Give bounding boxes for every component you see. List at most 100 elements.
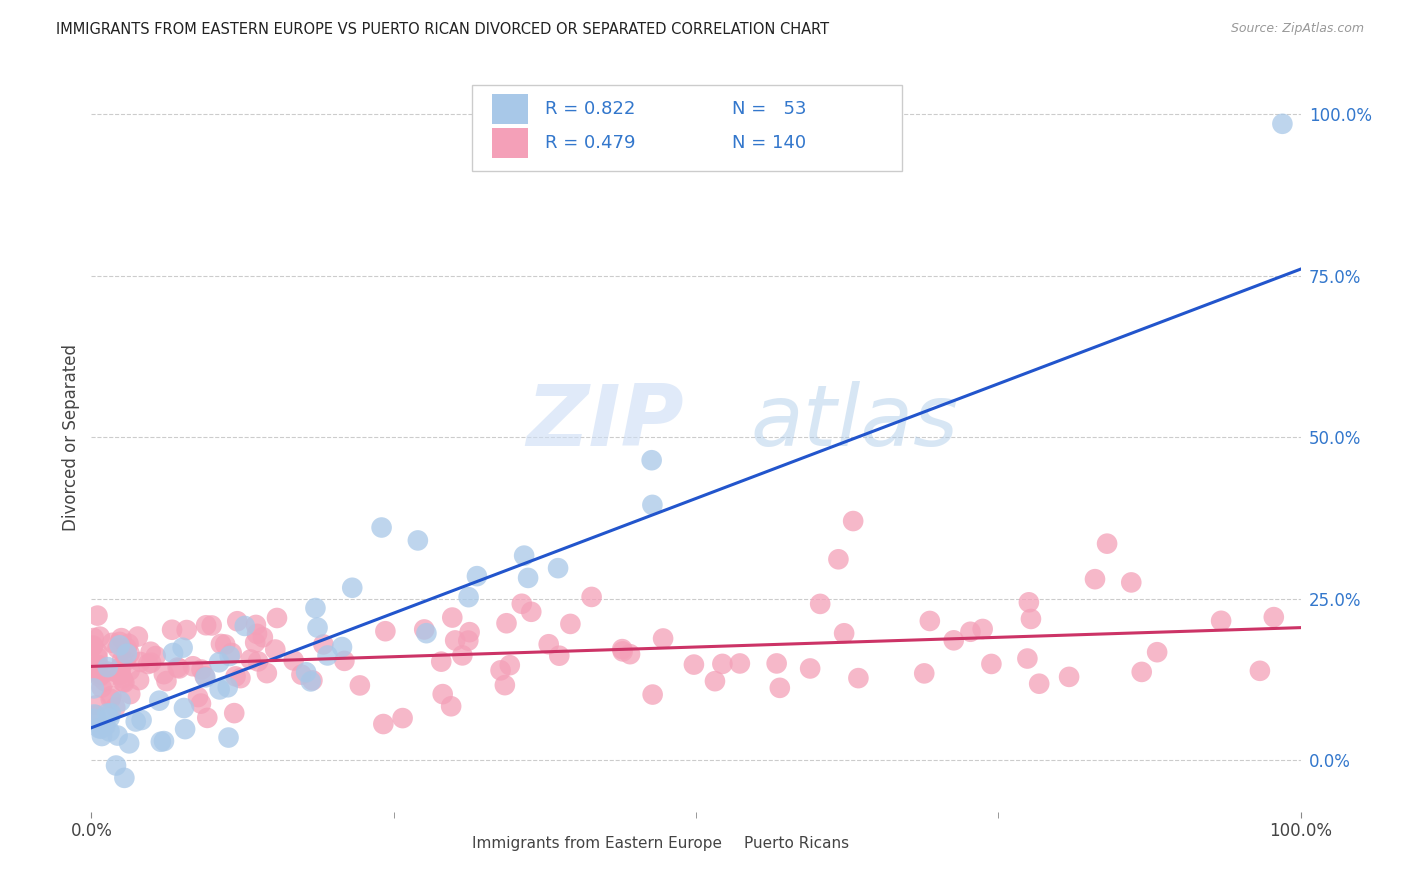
Point: [129, 655, 152, 669]
Point: [406, 533, 429, 548]
Point: [110, 694, 132, 708]
Point: [290, 667, 312, 681]
Point: [118, 647, 141, 661]
Point: [415, 626, 437, 640]
Point: [444, 633, 467, 648]
Point: [90, 667, 112, 681]
Point: [136, 657, 159, 671]
Point: [173, 701, 195, 715]
Point: [465, 569, 488, 583]
Point: [89, 721, 111, 735]
Point: [221, 646, 243, 660]
Point: [619, 647, 641, 661]
Point: [153, 667, 176, 681]
Point: [100, 706, 122, 721]
Text: R = 0.822: R = 0.822: [544, 100, 636, 118]
Text: Puerto Ricans: Puerto Ricans: [744, 836, 849, 851]
Point: [432, 687, 454, 701]
Point: [333, 654, 356, 668]
Point: [86, 645, 108, 659]
Point: [440, 699, 463, 714]
Point: [304, 601, 326, 615]
Point: [1211, 614, 1233, 628]
Point: [111, 653, 134, 667]
Point: [162, 646, 184, 660]
Point: [112, 771, 135, 785]
Point: [312, 637, 335, 651]
Point: [107, 641, 129, 656]
Point: [342, 581, 364, 595]
Point: [127, 630, 149, 644]
Point: [1019, 612, 1042, 626]
Point: [489, 664, 512, 678]
Point: [1028, 677, 1050, 691]
Point: [959, 624, 981, 639]
Point: [612, 642, 634, 657]
Point: [391, 711, 413, 725]
Point: [316, 648, 339, 663]
Point: [1018, 595, 1040, 609]
Point: [110, 665, 132, 679]
Point: [1057, 670, 1080, 684]
Point: [214, 638, 236, 652]
Point: [520, 605, 543, 619]
Point: [495, 616, 517, 631]
Point: [1095, 536, 1118, 550]
Point: [148, 693, 170, 707]
Point: [187, 690, 209, 704]
Point: [307, 621, 329, 635]
Point: [111, 671, 134, 685]
Point: [98, 724, 121, 739]
Point: [104, 665, 127, 679]
Text: N =   53: N = 53: [733, 100, 807, 118]
Point: [441, 610, 464, 624]
Point: [190, 697, 212, 711]
Point: [548, 648, 571, 663]
Point: [1130, 665, 1153, 679]
Point: [100, 689, 122, 703]
Point: [110, 660, 132, 674]
Point: [149, 735, 172, 749]
Point: [108, 638, 131, 652]
Point: [560, 616, 582, 631]
Point: [83, 631, 105, 645]
Point: [98, 711, 121, 725]
Point: [547, 561, 569, 575]
Point: [1263, 610, 1285, 624]
Point: [612, 644, 634, 658]
Point: [145, 648, 167, 663]
Point: [247, 655, 270, 669]
Point: [980, 657, 1002, 671]
Point: [264, 642, 287, 657]
Point: [155, 674, 177, 689]
Point: [153, 734, 176, 748]
Point: [458, 625, 481, 640]
Point: [86, 658, 108, 673]
Point: [808, 597, 831, 611]
Point: [972, 622, 994, 636]
Point: [229, 671, 252, 685]
Point: [728, 657, 751, 671]
Point: [769, 681, 792, 695]
Point: [101, 636, 124, 650]
Text: N = 140: N = 140: [733, 134, 807, 152]
Point: [373, 717, 395, 731]
Point: [252, 630, 274, 644]
Point: [243, 635, 266, 649]
Point: [711, 657, 734, 671]
Point: [194, 670, 217, 684]
Point: [374, 624, 396, 639]
Point: [96, 665, 118, 679]
Point: [110, 667, 132, 681]
Point: [118, 664, 141, 678]
Point: [82, 640, 104, 654]
Point: [652, 632, 675, 646]
Point: [84, 698, 107, 713]
Point: [640, 453, 662, 467]
Point: [117, 637, 139, 651]
Point: [1271, 117, 1294, 131]
Point: [208, 682, 231, 697]
Point: [799, 661, 821, 675]
Text: atlas: atlas: [751, 381, 959, 464]
Point: [195, 618, 218, 632]
